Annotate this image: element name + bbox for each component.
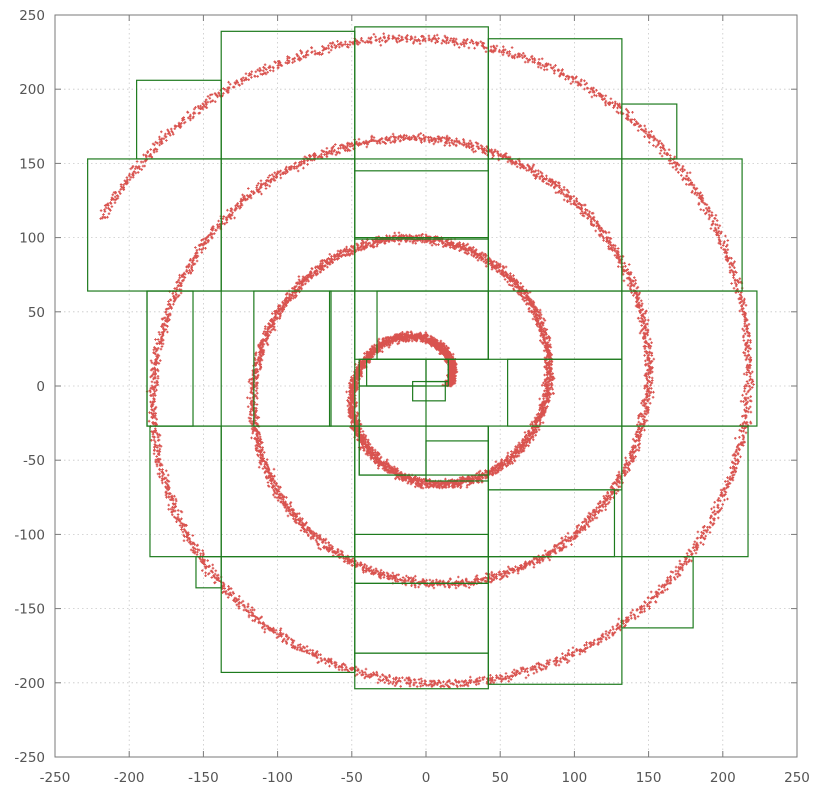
x-tick-label: 50 bbox=[492, 770, 509, 786]
bounding-rectangle bbox=[87, 158, 222, 292]
y-tick-label: 250 bbox=[19, 8, 45, 24]
bounding-rectangle bbox=[220, 158, 356, 292]
bounding-rectangle bbox=[487, 38, 623, 160]
bounding-rectangle bbox=[354, 237, 489, 292]
spiral-point-cloud bbox=[99, 32, 755, 689]
bounding-rectangle bbox=[507, 358, 623, 427]
y-tick-label: 0 bbox=[36, 379, 45, 395]
bounding-rectangle bbox=[146, 290, 222, 427]
x-tick-label: 150 bbox=[636, 770, 662, 786]
y-tick-labels: -250 -200 -150 -100 -50 0 50 100 150 200 250 bbox=[14, 8, 45, 766]
y-tick-label: -250 bbox=[14, 750, 45, 766]
y-tick-label: 50 bbox=[28, 305, 45, 321]
bounding-rectangle bbox=[195, 556, 222, 589]
bounding-rectangle bbox=[136, 79, 222, 160]
bounding-rectangle bbox=[354, 582, 489, 654]
x-tick-label: 100 bbox=[562, 770, 588, 786]
bounding-rectangle bbox=[354, 533, 489, 558]
bounding-rectangle bbox=[220, 30, 356, 160]
x-tick-labels: -250 -200 -150 -100 -50 0 50 100 150 200 250 bbox=[40, 770, 810, 786]
bounding-rectangle bbox=[425, 358, 449, 383]
bounding-rectangle bbox=[487, 489, 616, 558]
x-tick-label: 250 bbox=[784, 770, 810, 786]
bounding-rectangle bbox=[621, 425, 749, 558]
bounding-rectangle bbox=[149, 425, 222, 558]
x-tick-label: 0 bbox=[422, 770, 431, 786]
y-tick-label: -150 bbox=[14, 602, 45, 618]
bounding-rectangle bbox=[354, 425, 489, 558]
x-tick-label: -250 bbox=[40, 770, 71, 786]
bounding-rectangle bbox=[487, 158, 623, 292]
x-tick-label: -200 bbox=[114, 770, 145, 786]
x-tick-label: -100 bbox=[262, 770, 293, 786]
bounding-rectangle bbox=[621, 158, 743, 292]
y-tick-label: 200 bbox=[19, 82, 45, 98]
rectangles-layer bbox=[87, 26, 758, 690]
y-tick-label: 150 bbox=[19, 156, 45, 172]
bounding-rectangle bbox=[354, 26, 489, 172]
bounding-rectangle bbox=[146, 290, 194, 427]
x-tick-label: 200 bbox=[710, 770, 736, 786]
bounding-rectangle bbox=[621, 556, 694, 629]
bounding-rectangle bbox=[253, 290, 332, 427]
tick-layer bbox=[54, 14, 798, 758]
bounding-rectangle bbox=[220, 556, 356, 674]
spiral-points bbox=[99, 32, 755, 689]
y-tick-label: -100 bbox=[14, 527, 45, 543]
bounding-rectangle bbox=[487, 290, 623, 360]
x-tick-label: -50 bbox=[341, 770, 363, 786]
bounding-rectangle bbox=[220, 425, 356, 558]
y-tick-label: -200 bbox=[14, 676, 45, 692]
bounding-rectangle bbox=[412, 380, 446, 402]
x-tick-label: -150 bbox=[188, 770, 219, 786]
bounding-rectangle bbox=[358, 385, 427, 476]
y-tick-label: 100 bbox=[19, 231, 45, 247]
bounding-rectangle bbox=[376, 290, 489, 360]
y-tick-label: -50 bbox=[23, 453, 45, 469]
